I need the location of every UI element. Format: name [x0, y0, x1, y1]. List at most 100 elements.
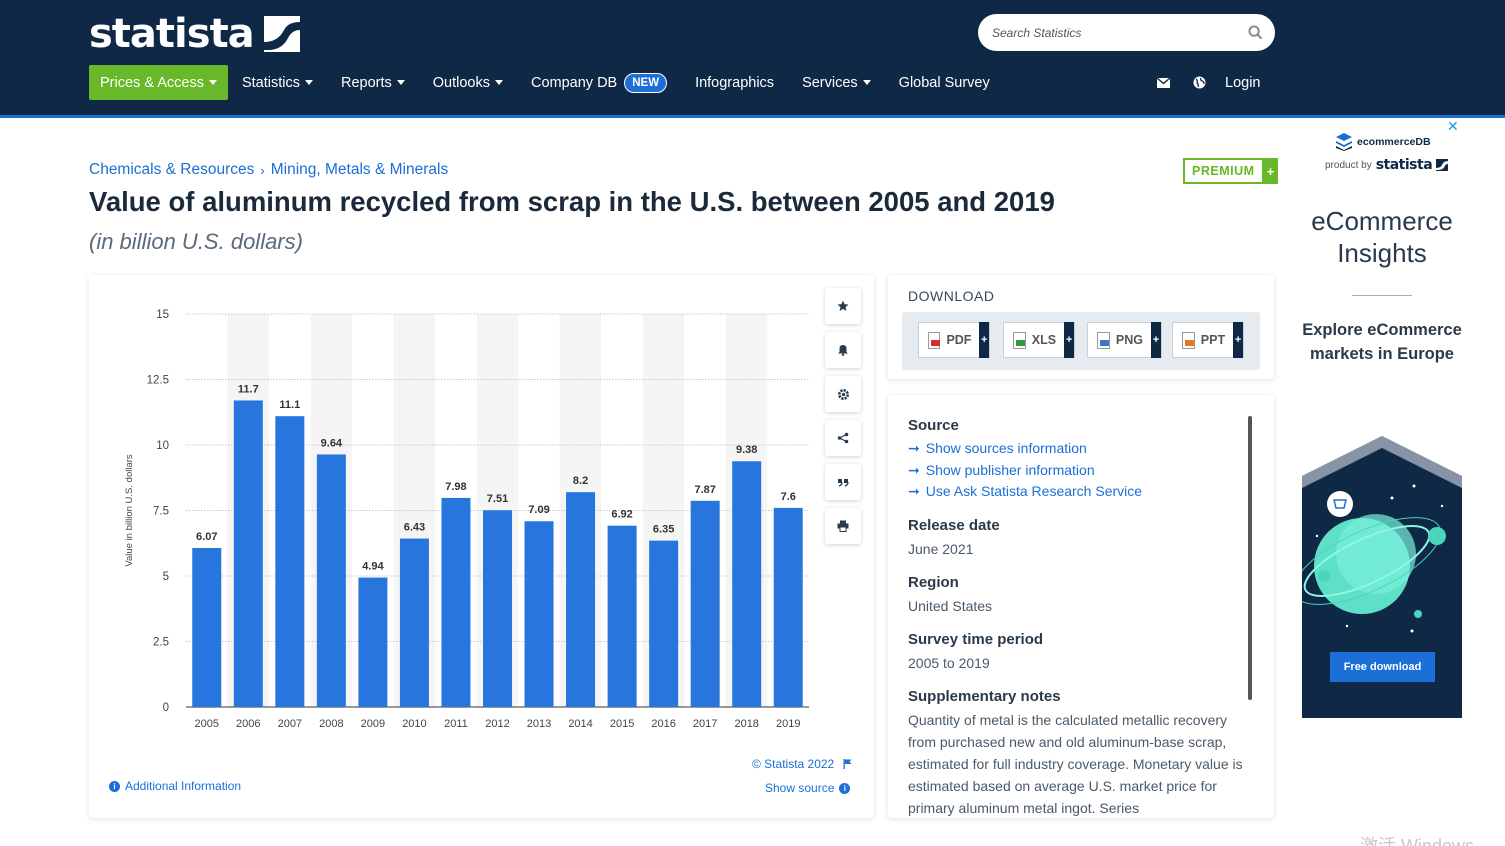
nav-services[interactable]: Services	[788, 65, 885, 100]
globe-icon[interactable]	[1190, 74, 1208, 92]
download-pdf-label: PDF	[946, 333, 972, 347]
bar	[649, 540, 679, 707]
data-label: 9.64	[321, 437, 343, 449]
download-pdf-button[interactable]: PDF +	[918, 322, 990, 358]
details-scrollbar[interactable]	[1248, 416, 1252, 700]
ask-statista-link[interactable]: ➞ Use Ask Statista Research Service	[908, 481, 1243, 503]
show-publisher-link[interactable]: ➞ Show publisher information	[908, 460, 1243, 482]
download-ppt-button[interactable]: PPT +	[1172, 322, 1244, 358]
statista-credit[interactable]: © Statista 2022	[752, 757, 852, 771]
nav-infographics[interactable]: Infographics	[681, 65, 788, 100]
ad-explore-text: Explore eCommerce markets in Europe	[1302, 321, 1462, 363]
y-tick-label: 15	[156, 309, 169, 321]
download-xls-button[interactable]: XLS +	[1003, 322, 1075, 358]
star-icon	[837, 300, 849, 311]
pdf-file-icon	[928, 331, 941, 349]
share-button[interactable]	[825, 420, 861, 456]
x-tick-label: 2017	[693, 718, 717, 730]
info-icon: i	[109, 780, 120, 792]
mail-icon[interactable]	[1154, 74, 1172, 92]
ad-divider	[1352, 295, 1412, 296]
nav-statistics-label: Statistics	[241, 74, 300, 91]
data-label: 7.6	[781, 491, 796, 503]
x-tick-label: 2014	[568, 718, 592, 730]
settings-button[interactable]	[825, 376, 861, 412]
bar	[607, 525, 637, 707]
download-xls-label: XLS	[1031, 333, 1057, 347]
y-tick-label: 0	[163, 702, 169, 714]
x-tick-label: 2005	[195, 718, 219, 730]
nav-infographics-label: Infographics	[695, 74, 775, 91]
nav-statistics[interactable]: Statistics	[228, 65, 327, 100]
nav-outlooks[interactable]: Outlooks	[419, 65, 517, 100]
chart-card: 0 2.5 5 7.5 10 12.5 15 Value in billion U.S. do…	[89, 275, 874, 818]
nav-global-survey[interactable]: Global Survey	[885, 65, 1004, 100]
data-label: 6.92	[611, 509, 632, 521]
ad-free-download-button[interactable]: Free download	[1330, 652, 1435, 682]
show-source-link[interactable]: Show source i	[765, 781, 851, 795]
bar	[524, 521, 554, 707]
breadcrumb-mining-metals-minerals[interactable]: Mining, Metals & Minerals	[270, 161, 449, 178]
additional-information-link[interactable]: i Additional Information	[109, 779, 241, 793]
close-ad-icon[interactable]: ✕	[1447, 118, 1459, 134]
print-button[interactable]	[825, 508, 861, 544]
supplementary-notes-value: Quantity of metal is the calculated meta…	[908, 711, 1243, 816]
share-icon	[837, 432, 849, 444]
bar-chart: 0 2.5 5 7.5 10 12.5 15 Value in billion U.S. do…	[124, 309, 809, 730]
cite-button[interactable]	[825, 464, 861, 500]
y-tick-label: 2.5	[153, 637, 169, 649]
notification-button[interactable]	[825, 332, 861, 368]
nav-reports[interactable]: Reports	[327, 65, 419, 100]
nav-global-survey-label: Global Survey	[898, 74, 990, 91]
nav-company-db[interactable]: Company DB NEW	[517, 65, 681, 100]
page-subtitle: (in billion U.S. dollars)	[89, 229, 303, 254]
arrow-right-icon: ➞	[908, 483, 920, 499]
credit-text: © Statista 2022	[752, 757, 835, 771]
details-content: Source ➞ Show sources information ➞ Show…	[908, 417, 1243, 818]
breadcrumb-chemicals-resources[interactable]: Chemicals & Resources	[89, 161, 255, 178]
data-label: 6.43	[404, 522, 425, 534]
caret-down-icon	[396, 80, 405, 85]
bar	[441, 497, 471, 707]
header-accent-line	[0, 115, 1505, 118]
data-label: 7.51	[487, 493, 508, 505]
x-tick-label: 2009	[361, 718, 385, 730]
statista-mark-icon	[1436, 159, 1449, 171]
x-tick-label: 2015	[610, 718, 634, 730]
ad-product-by: product by statista	[1325, 157, 1449, 173]
data-label: 7.98	[445, 481, 466, 493]
plus-icon: +	[1151, 322, 1161, 358]
ad-title: eCommerce Insights	[1311, 206, 1453, 268]
png-file-icon	[1097, 331, 1110, 349]
show-sources-label: Show sources information	[925, 440, 1087, 456]
nav-prices-access[interactable]: Prices & Access	[89, 65, 228, 100]
plus-icon: +	[1263, 158, 1278, 184]
bar	[358, 577, 388, 707]
xls-file-icon	[1013, 331, 1026, 349]
data-label: 4.94	[362, 561, 384, 573]
quote-icon	[838, 479, 849, 487]
release-heading: Release date	[908, 516, 1000, 534]
ad-planet-illustration	[1302, 436, 1462, 718]
x-tick-label: 2019	[776, 718, 800, 730]
premium-label: PREMIUM	[1183, 158, 1264, 184]
download-png-button[interactable]: PNG +	[1087, 322, 1162, 358]
source-section: Source ➞ Show sources information ➞ Show…	[908, 417, 1243, 503]
bar	[399, 538, 429, 707]
info-icon: i	[839, 782, 851, 794]
search-input[interactable]	[992, 23, 1232, 43]
ad-brand: ecommerceDB	[1336, 133, 1431, 151]
nav-services-label: Services	[802, 74, 858, 91]
premium-badge[interactable]: PREMIUM +	[1183, 158, 1278, 184]
bar	[316, 454, 346, 707]
flag-icon	[843, 759, 852, 769]
caret-down-icon	[494, 80, 503, 85]
show-sources-link[interactable]: ➞ Show sources information	[908, 438, 1243, 460]
survey-period-value: 2005 to 2019	[908, 654, 990, 671]
search-icon[interactable]	[1248, 25, 1263, 40]
login-link[interactable]: Login	[1225, 74, 1261, 91]
x-tick-label: 2006	[236, 718, 260, 730]
data-label: 7.09	[528, 504, 549, 516]
statista-logo[interactable]: statista	[89, 12, 300, 56]
favorite-button[interactable]	[825, 288, 861, 324]
